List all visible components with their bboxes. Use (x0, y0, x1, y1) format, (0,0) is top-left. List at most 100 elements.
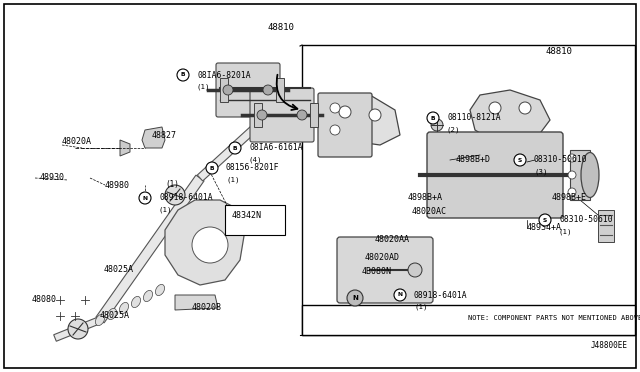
Circle shape (339, 106, 351, 118)
Circle shape (165, 185, 185, 205)
Text: N: N (352, 295, 358, 301)
Circle shape (330, 103, 340, 113)
Circle shape (489, 102, 501, 114)
Circle shape (394, 289, 406, 301)
Text: 48080: 48080 (32, 295, 57, 305)
Bar (570, 150, 590, 200)
Text: 4898B+D: 4898B+D (456, 155, 491, 164)
Text: 48980: 48980 (105, 180, 130, 189)
Polygon shape (470, 90, 550, 145)
Text: 08310-50610: 08310-50610 (534, 155, 588, 164)
Text: (1): (1) (165, 180, 179, 189)
Ellipse shape (581, 153, 599, 198)
Circle shape (229, 142, 241, 154)
FancyBboxPatch shape (250, 88, 314, 142)
Bar (254, 103, 262, 127)
Text: 08IA6-8201A: 08IA6-8201A (197, 71, 251, 80)
Polygon shape (197, 102, 283, 181)
Text: 48020AC: 48020AC (412, 208, 447, 217)
Circle shape (257, 110, 267, 120)
Bar (598, 210, 614, 242)
Text: 48930: 48930 (40, 173, 65, 183)
Ellipse shape (156, 285, 164, 296)
Circle shape (568, 188, 576, 196)
Circle shape (347, 290, 363, 306)
Text: 48020A: 48020A (62, 138, 92, 147)
Text: 4898B+E: 4898B+E (552, 193, 587, 202)
Ellipse shape (131, 296, 141, 308)
Text: 48020AA: 48020AA (375, 235, 410, 244)
Circle shape (330, 125, 340, 135)
Text: (1): (1) (159, 207, 173, 213)
Bar (310, 103, 318, 127)
Ellipse shape (143, 291, 152, 302)
Polygon shape (175, 295, 218, 310)
Circle shape (568, 154, 576, 162)
Text: (4): (4) (249, 157, 262, 163)
Text: 48810: 48810 (545, 48, 572, 57)
Text: B: B (210, 166, 214, 170)
Text: 48342N: 48342N (232, 211, 262, 219)
Ellipse shape (95, 314, 104, 326)
Circle shape (514, 154, 526, 166)
Text: (3): (3) (534, 169, 547, 175)
Polygon shape (54, 317, 101, 341)
Text: 48934+A: 48934+A (527, 224, 562, 232)
Bar (225, 205, 285, 235)
Circle shape (539, 214, 551, 226)
Circle shape (369, 109, 381, 121)
Text: 48025A: 48025A (104, 266, 134, 275)
Text: 4B080N: 4B080N (362, 267, 392, 276)
Text: 4898B+A: 4898B+A (408, 193, 443, 202)
Text: 48810: 48810 (268, 23, 295, 32)
Circle shape (206, 162, 218, 174)
Text: 08918-6401A: 08918-6401A (414, 291, 468, 299)
Circle shape (568, 171, 576, 179)
Text: N: N (143, 196, 147, 201)
Circle shape (427, 112, 439, 124)
Circle shape (297, 110, 307, 120)
Text: B: B (180, 73, 185, 77)
Text: 48025A: 48025A (100, 311, 130, 320)
Polygon shape (120, 140, 130, 156)
Text: (2): (2) (447, 127, 461, 133)
Text: 08918-6401A: 08918-6401A (159, 193, 212, 202)
Text: 48020B: 48020B (192, 304, 222, 312)
Text: (1): (1) (414, 304, 428, 310)
Polygon shape (96, 175, 204, 323)
Text: (1): (1) (226, 177, 239, 183)
FancyBboxPatch shape (216, 63, 280, 117)
Bar (220, 78, 228, 102)
Circle shape (68, 319, 88, 339)
Text: B: B (431, 115, 435, 121)
Text: (1): (1) (559, 229, 573, 235)
Circle shape (408, 263, 422, 277)
Polygon shape (325, 95, 400, 145)
Text: 48020AD: 48020AD (365, 253, 400, 263)
Text: 08IA6-6161A: 08IA6-6161A (249, 144, 303, 153)
Polygon shape (142, 127, 165, 148)
Text: NOTE: COMPONENT PARTS NOT MENTIONED ABOVE ARE NOT FOR SALE.: NOTE: COMPONENT PARTS NOT MENTIONED ABOV… (468, 315, 640, 321)
FancyBboxPatch shape (427, 132, 563, 218)
Text: B: B (233, 145, 237, 151)
Text: 48827: 48827 (152, 131, 177, 140)
Ellipse shape (120, 302, 129, 314)
Text: S: S (543, 218, 547, 222)
Circle shape (139, 192, 151, 204)
Text: 08156-8201F: 08156-8201F (226, 164, 280, 173)
Polygon shape (165, 200, 245, 285)
Text: N: N (397, 292, 403, 298)
Circle shape (192, 227, 228, 263)
Ellipse shape (108, 308, 116, 320)
Text: (1): (1) (197, 84, 211, 90)
Bar (302, 305, 635, 335)
Circle shape (177, 69, 189, 81)
Circle shape (263, 85, 273, 95)
Text: J48800EE: J48800EE (591, 340, 628, 350)
Text: 08110-8121A: 08110-8121A (447, 113, 500, 122)
Circle shape (223, 85, 233, 95)
Circle shape (519, 102, 531, 114)
FancyBboxPatch shape (337, 237, 433, 303)
Circle shape (431, 119, 443, 131)
Text: S: S (518, 157, 522, 163)
